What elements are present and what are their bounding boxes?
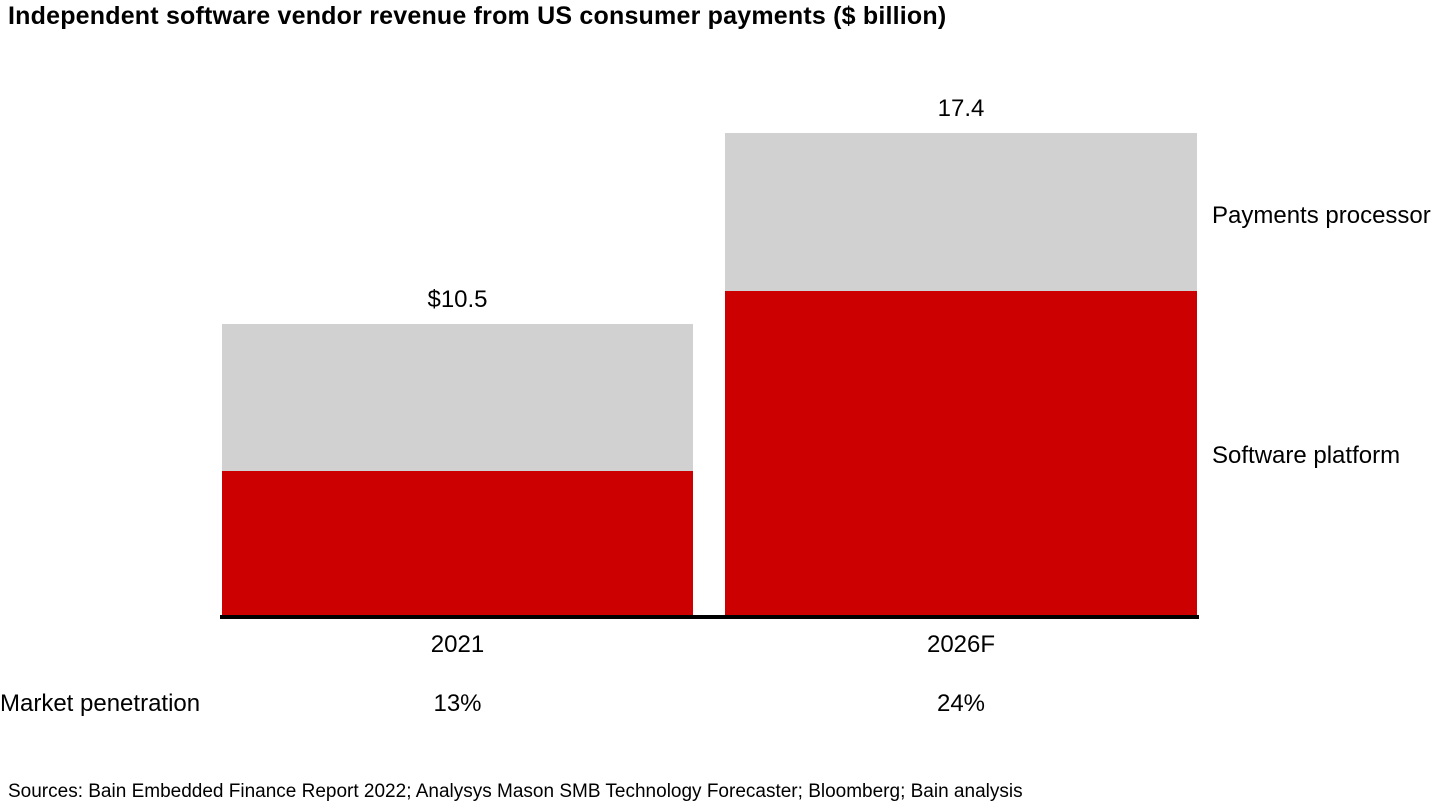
market-penetration-value-2021: 13% <box>433 690 482 717</box>
bar-total-label-2021: $10.5 <box>427 286 488 314</box>
market-penetration-row-label: Market penetration <box>0 690 201 717</box>
market-penetration-value-2026f: 24% <box>936 690 986 717</box>
x-axis-label-2021: 2021 <box>430 631 485 658</box>
series-label-payments-processor: Payments processor <box>1212 202 1431 229</box>
sources-note: Sources: Bain Embedded Finance Report 20… <box>8 781 1023 802</box>
bar-total-label-2026f: 17.4 <box>937 95 985 122</box>
series-label-software-platform: Software platform <box>1212 442 1401 469</box>
x-axis-label-2026f: 2026F <box>926 631 996 658</box>
x-axis-line <box>220 615 1199 619</box>
bar-segment-payments-processor-2021 <box>222 324 693 471</box>
bar-segment-software-platform-2021 <box>222 470 693 615</box>
bar-segment-payments-processor-2026f <box>725 133 1197 291</box>
bar-segment-software-platform-2026f <box>725 290 1197 615</box>
chart-title: Independent software vendor revenue from… <box>8 2 947 30</box>
